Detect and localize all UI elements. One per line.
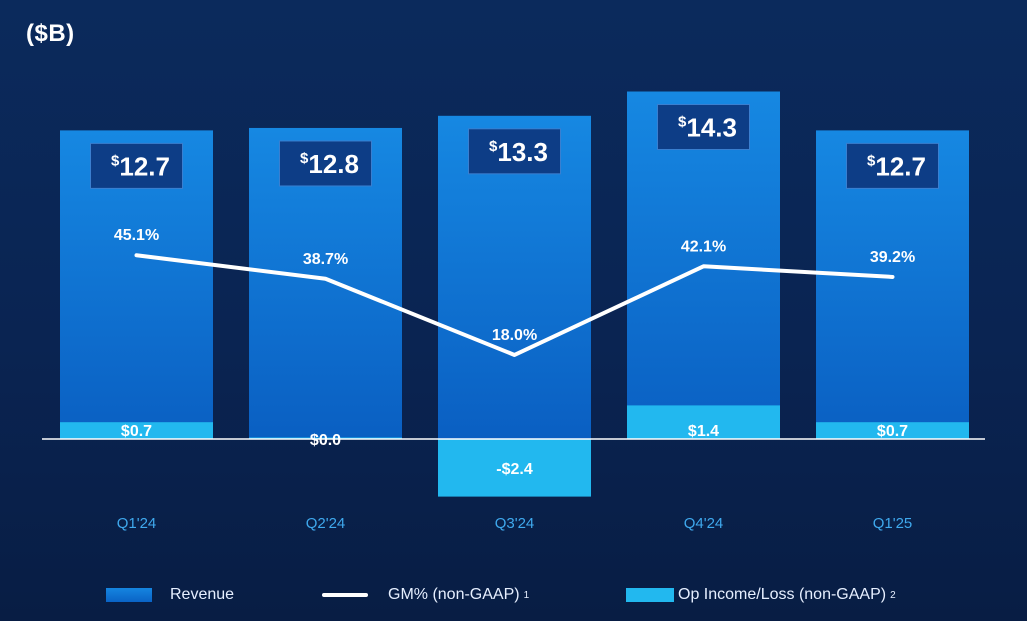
legend-op: Op Income/Loss (non-GAAP) 2 (626, 583, 896, 607)
legend-gm-label: GM% (non-GAAP) (388, 586, 520, 603)
legend-op-swatch (626, 588, 674, 602)
x-tick-label: Q2'24 (306, 515, 346, 532)
revenue-label: $12.7 (867, 151, 926, 181)
op-income-label: $0.0 (310, 432, 341, 449)
x-tick-label: Q4'24 (684, 515, 724, 532)
op-income-bar (816, 422, 969, 439)
x-tick-label: Q3'24 (495, 515, 535, 532)
revenue-label-box (468, 128, 561, 175)
gm-label: 45.1% (114, 227, 159, 244)
legend-gm-swatch (322, 593, 368, 597)
revenue-label-box (90, 142, 183, 189)
currency-symbol: $ (678, 114, 687, 131)
op-income-bar (627, 405, 780, 439)
revenue-value: 13.3 (497, 137, 548, 167)
op-income-label: -$2.4 (496, 461, 533, 478)
op-income-bar (60, 422, 213, 439)
op-income-label: $1.4 (688, 423, 719, 440)
revenue-value: 14.3 (686, 113, 737, 143)
legend-op-label: Op Income/Loss (non-GAAP) (678, 586, 887, 603)
gm-label: 38.7% (303, 251, 348, 268)
currency-symbol: $ (111, 152, 120, 169)
op-income-label: $0.7 (877, 423, 908, 440)
unit-label: ($B) (26, 20, 75, 47)
legend-revenue: Revenue (106, 583, 234, 607)
gm-label: 18.0% (492, 327, 537, 344)
revenue-label: $12.8 (300, 149, 359, 179)
gm-label: 39.2% (870, 249, 915, 266)
currency-symbol: $ (867, 152, 876, 169)
legend-op-footnote: 2 (890, 589, 896, 601)
revenue-value: 12.7 (119, 151, 170, 181)
currency-symbol: $ (489, 138, 498, 155)
revenue-value: 12.7 (875, 151, 926, 181)
legend-gm: GM% (non-GAAP) 1 (322, 583, 529, 607)
gm-line-path (134, 253, 895, 357)
x-tick-label: Q1'25 (873, 515, 913, 532)
revenue-label-box (846, 142, 939, 189)
gm-label: 42.1% (681, 238, 726, 255)
x-tick-label: Q1'24 (117, 515, 157, 532)
currency-symbol: $ (300, 150, 309, 167)
revenue-label-box (279, 140, 372, 187)
legend-revenue-swatch (106, 588, 152, 602)
x-axis-labels: Q1'24 Q2'24 Q3'24 Q4'24 Q1'25 (117, 515, 913, 532)
revenue-value: 12.8 (308, 149, 359, 179)
gm-line (134, 253, 895, 357)
revenue-label-box (657, 104, 750, 151)
data-labels: $12.7 $12.8$13.3$14.3$12.745.1%38.7%18.0%… (90, 104, 939, 478)
revenue-chart: $12.7 $12.8$13.3$14.3$12.745.1%38.7%18.0%… (60, 91, 969, 532)
revenue-label: $13.3 (489, 137, 548, 167)
legend-revenue-label: Revenue (170, 586, 235, 603)
revenue-label: $14.3 (678, 113, 737, 143)
op-income-bars (60, 405, 969, 497)
op-income-bar (438, 439, 591, 497)
legend-gm-footnote: 1 (523, 589, 530, 601)
op-income-label: $0.7 (121, 423, 152, 440)
revenue-label: $12.7 (111, 151, 170, 181)
